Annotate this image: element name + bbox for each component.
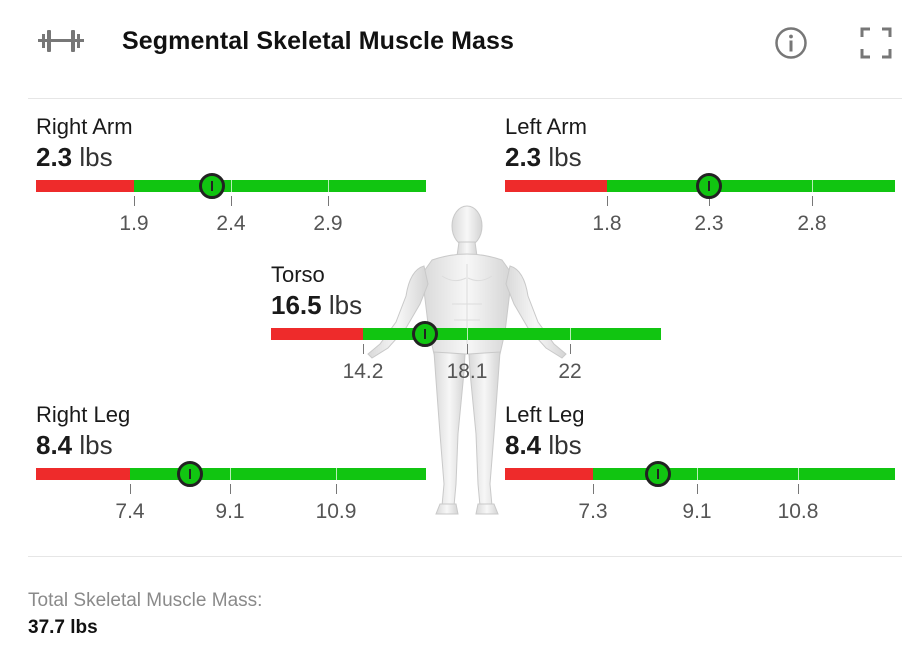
tick-label: 10.8 bbox=[777, 500, 819, 523]
tick-label: 14.2 bbox=[342, 360, 384, 383]
low-range bbox=[505, 468, 593, 480]
segment-right-leg: Right Leg 8.4 lbs 7.4 9.1 10.9 bbox=[36, 402, 428, 542]
tick-label: 7.3 bbox=[578, 500, 608, 523]
value-marker[interactable] bbox=[177, 461, 203, 487]
fullscreen-icon[interactable] bbox=[859, 26, 893, 60]
segment-value: 8.4 lbs bbox=[36, 430, 113, 460]
segment-name: Right Arm bbox=[36, 114, 133, 139]
card-title: Segmental Skeletal Muscle Mass bbox=[122, 27, 515, 55]
value-marker[interactable] bbox=[645, 461, 671, 487]
segment-name: Left Leg bbox=[505, 402, 585, 427]
segment-name: Torso bbox=[271, 262, 325, 287]
dumbbell-icon bbox=[38, 30, 84, 52]
range-bar bbox=[36, 468, 426, 480]
segment-value: 8.4 lbs bbox=[505, 430, 582, 460]
segment-left-arm: Left Arm 2.3 lbs 1.8 2.3 2.8 bbox=[505, 114, 897, 254]
segment-torso: Torso 16.5 lbs 14.2 18.1 22 bbox=[271, 262, 663, 402]
segment-right-arm: Right Arm 2.3 lbs 1.9 2.4 2.9 bbox=[36, 114, 428, 254]
segment-value: 2.3 lbs bbox=[36, 142, 113, 172]
tick-label: 2.4 bbox=[216, 212, 246, 235]
tick-label: 9.1 bbox=[682, 500, 712, 523]
tick-label: 10.9 bbox=[315, 500, 357, 523]
segment-value: 2.3 lbs bbox=[505, 142, 582, 172]
segment-name: Right Leg bbox=[36, 402, 131, 427]
total-value: 37.7 lbs bbox=[28, 617, 98, 638]
tick-label: 2.9 bbox=[313, 212, 343, 235]
value-marker[interactable] bbox=[199, 173, 225, 199]
segment-name: Left Arm bbox=[505, 114, 587, 139]
range-bar bbox=[505, 468, 895, 480]
range-bar bbox=[271, 328, 661, 340]
info-icon[interactable] bbox=[774, 26, 808, 60]
range-bar bbox=[36, 180, 426, 192]
tick-label: 18.1 bbox=[446, 360, 488, 383]
low-range bbox=[271, 328, 363, 340]
tick-label: 1.8 bbox=[592, 212, 622, 235]
tick-label: 2.3 bbox=[694, 212, 724, 235]
tick-label: 9.1 bbox=[215, 500, 245, 523]
total-label: Total Skeletal Muscle Mass: bbox=[28, 590, 263, 611]
footer-divider bbox=[28, 556, 902, 557]
tick-label: 22 bbox=[558, 360, 582, 383]
value-marker[interactable] bbox=[696, 173, 722, 199]
header-divider bbox=[28, 98, 902, 99]
low-range bbox=[36, 180, 134, 192]
segment-value: 16.5 lbs bbox=[271, 290, 363, 320]
value-marker[interactable] bbox=[412, 321, 438, 347]
tick-label: 2.8 bbox=[797, 212, 827, 235]
segment-left-leg: Left Leg 8.4 lbs 7.3 9.1 10.8 bbox=[505, 402, 897, 542]
card-header: Segmental Skeletal Muscle Mass bbox=[0, 0, 920, 98]
tick-label: 1.9 bbox=[119, 212, 149, 235]
low-range bbox=[505, 180, 607, 192]
tick-label: 7.4 bbox=[115, 500, 145, 523]
low-range bbox=[36, 468, 130, 480]
